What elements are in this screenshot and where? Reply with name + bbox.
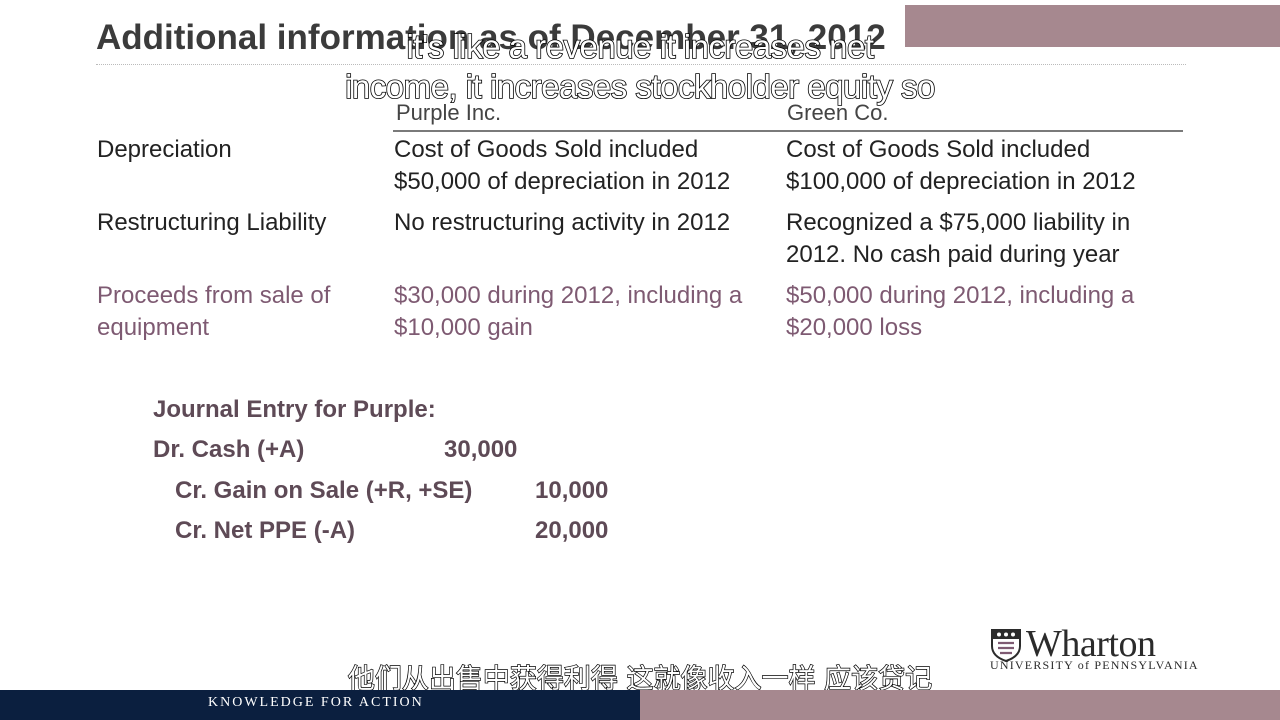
cell-purple-proceeds-line-2: $10,000 gain <box>394 314 533 341</box>
cell-green-depreciation-line-2: $100,000 of depreciation in 2012 <box>786 168 1136 195</box>
wharton-logo-subtitle: UNIVERSITY of PENNSYLVANIA <box>990 658 1199 672</box>
header-rule <box>393 130 1183 132</box>
cell-green-proceeds-line-1: $50,000 during 2012, including a <box>786 282 1135 309</box>
journal-line-cash-amount: 30,000 <box>444 436 518 463</box>
row-label-restructuring: Restructuring Liability <box>97 209 327 236</box>
column-header-purple: Purple Inc. <box>396 100 502 125</box>
wharton-shield-icon <box>991 629 1021 662</box>
row-label-proceeds-line-1: Proceeds from sale of <box>97 282 331 309</box>
cell-purple-depreciation-line-1: Cost of Goods Sold included <box>394 136 699 163</box>
journal-line-gain-amount: 10,000 <box>535 477 609 504</box>
row-label-depreciation: Depreciation <box>97 136 232 163</box>
top-accent-band <box>905 5 1280 47</box>
journal-line-cash-account: Dr. Cash (+A) <box>153 436 305 463</box>
subtitle-english-line-1: it's like a revenue it increases net <box>406 27 875 66</box>
journal-line-ppe-amount: 20,000 <box>535 517 609 544</box>
journal-heading: Journal Entry for Purple: <box>153 396 436 423</box>
footer-navy-bar <box>0 690 640 720</box>
cell-green-proceeds-line-2: $20,000 loss <box>786 314 923 341</box>
subtitle-english-line-2: income, it increases stockholder equity … <box>344 67 936 106</box>
footer-mauve-bar <box>640 690 1280 720</box>
cell-green-restructuring-line-2: 2012. No cash paid during year <box>786 241 1120 268</box>
column-header-green: Green Co. <box>787 100 889 125</box>
cell-purple-depreciation-line-2: $50,000 of depreciation in 2012 <box>394 168 731 195</box>
footer-tagline: KNOWLEDGE FOR ACTION <box>208 695 424 710</box>
slide-title: Additional information as of December 31… <box>96 18 886 57</box>
cell-purple-proceeds-line-1: $30,000 during 2012, including a <box>394 282 743 309</box>
cell-purple-restructuring: No restructuring activity in 2012 <box>394 209 731 236</box>
wharton-logo-wordmark: Wharton <box>1026 623 1156 665</box>
journal-line-gain-account: Cr. Gain on Sale (+R, +SE) <box>175 477 473 504</box>
journal-line-ppe-account: Cr. Net PPE (-A) <box>175 517 356 544</box>
row-label-proceeds-line-2: equipment <box>97 314 210 341</box>
title-divider <box>96 64 1186 65</box>
cell-green-depreciation-line-1: Cost of Goods Sold included <box>786 136 1091 163</box>
cell-green-restructuring-line-1: Recognized a $75,000 liability in <box>786 209 1131 236</box>
